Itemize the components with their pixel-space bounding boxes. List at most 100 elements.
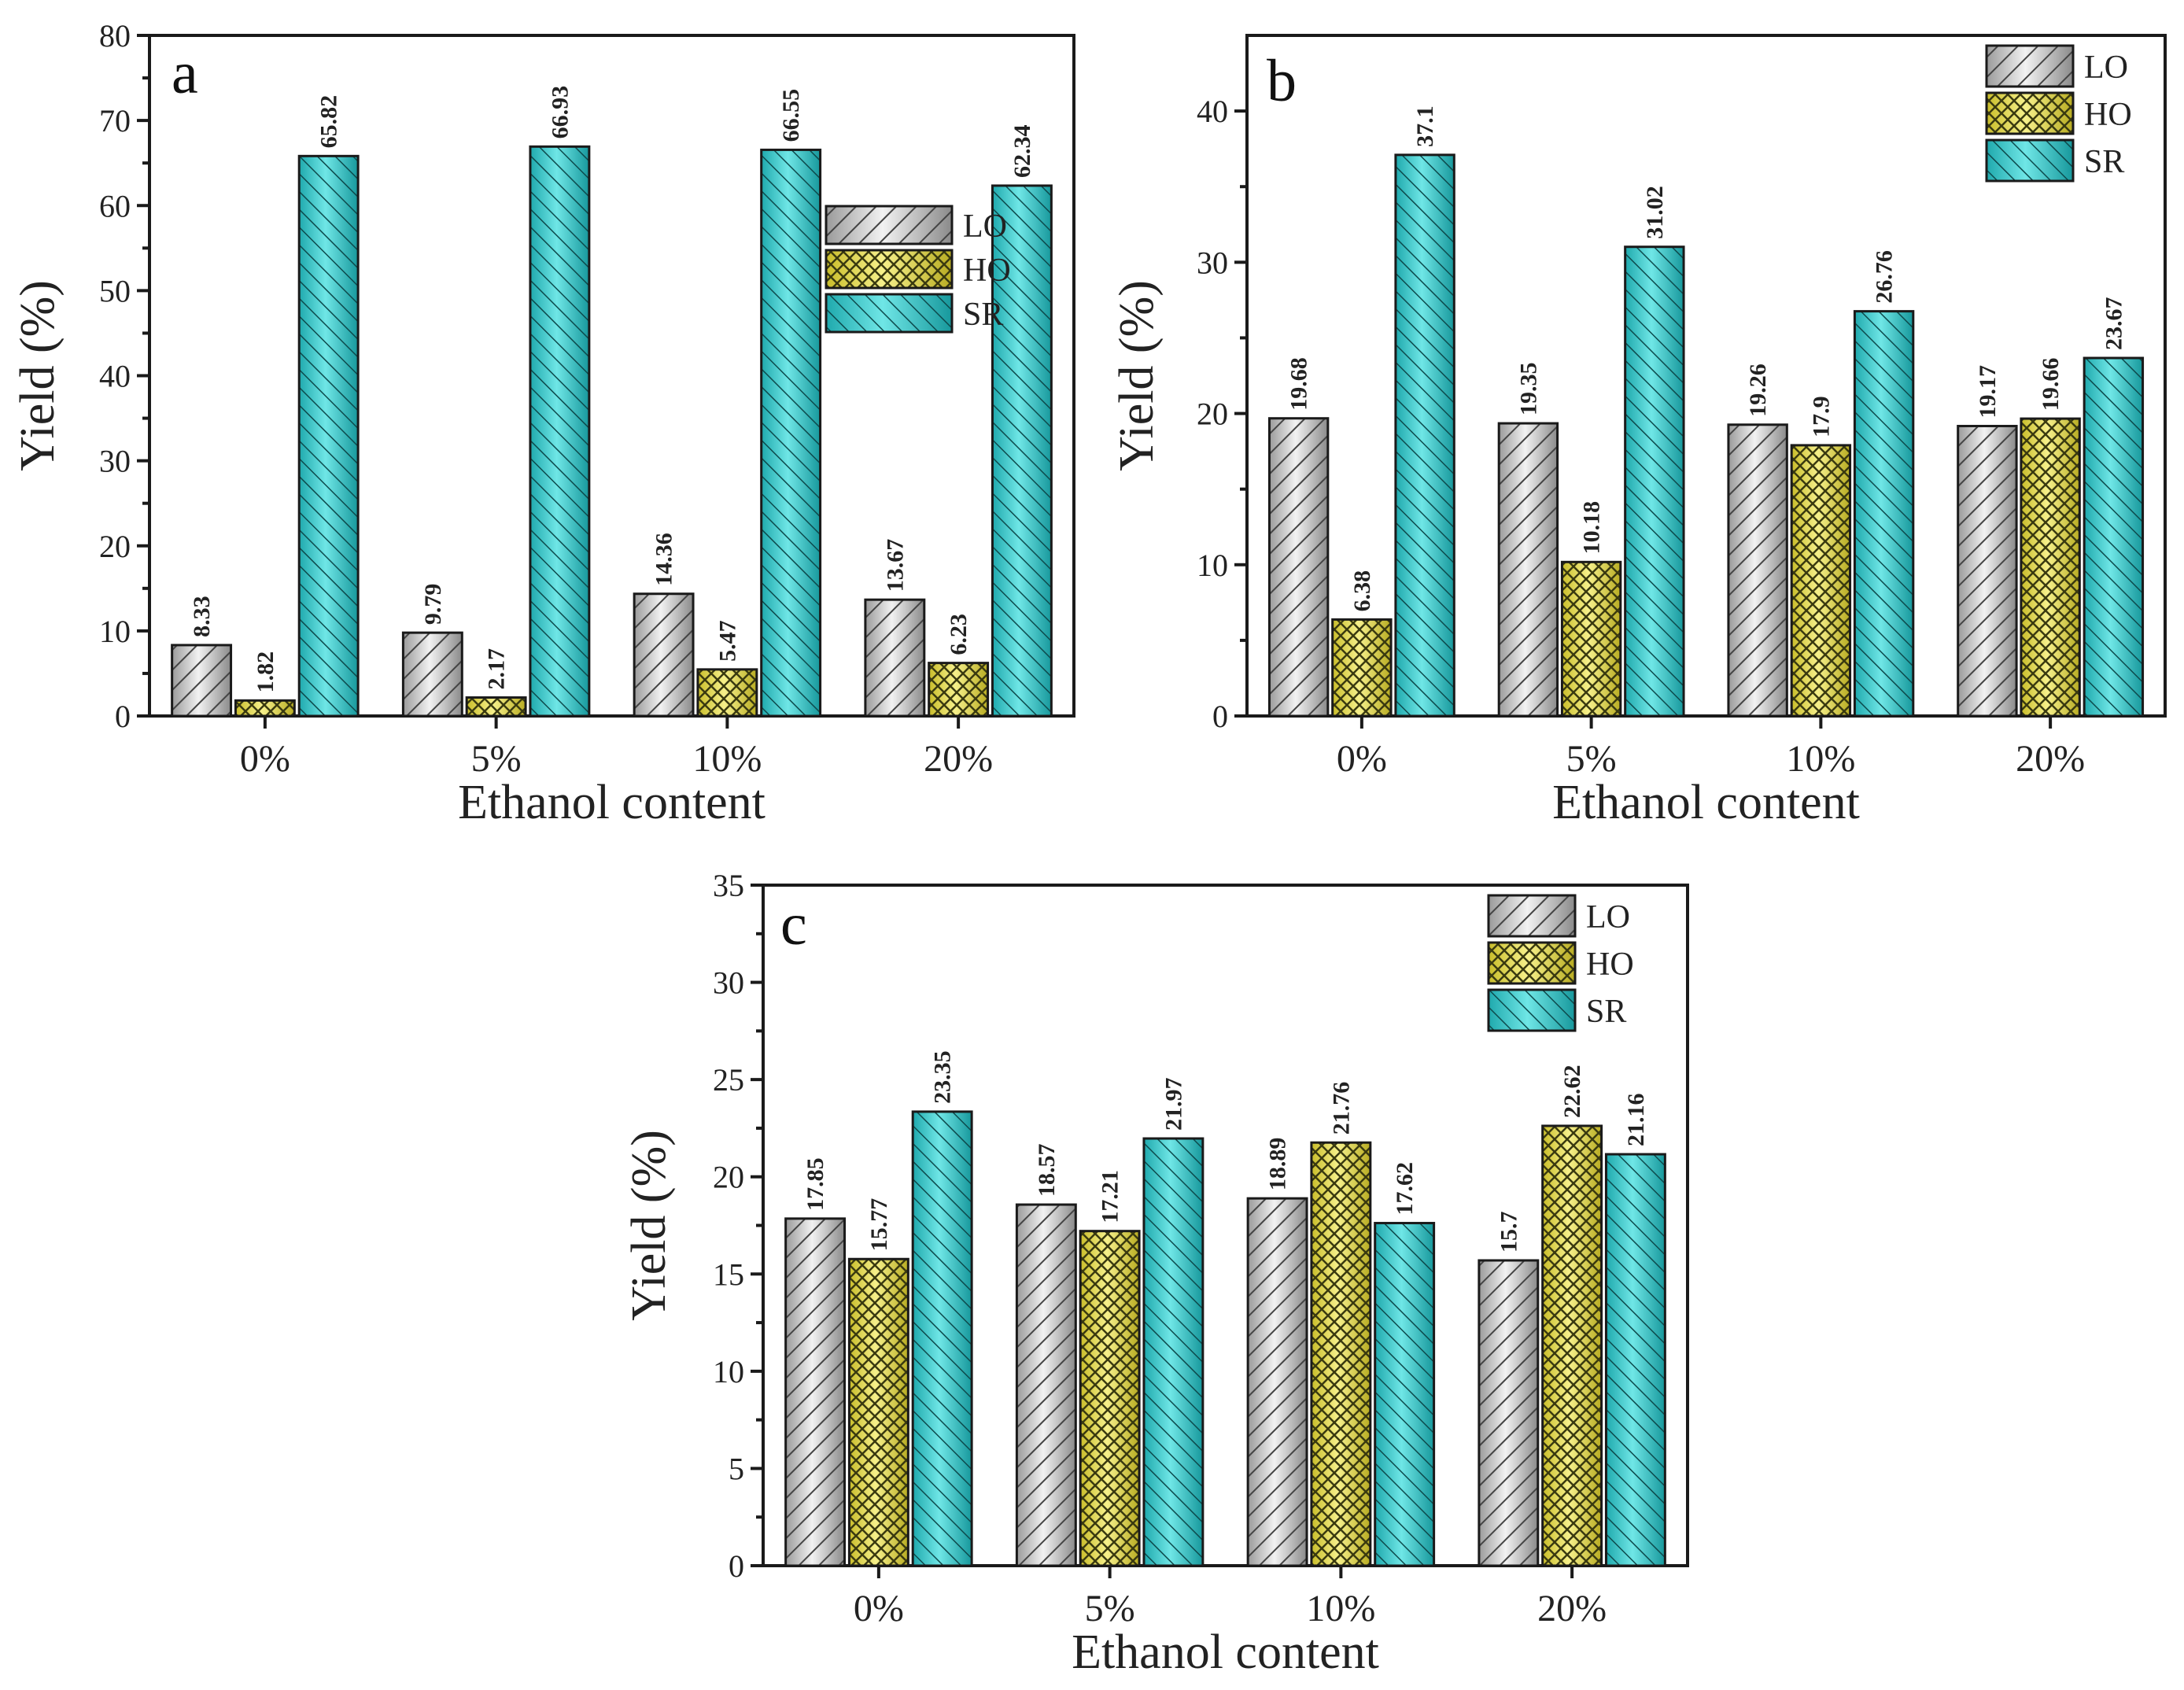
bar-ho-2: [696, 668, 758, 718]
bar-hatch: [2083, 356, 2145, 718]
data-label: 19.17: [1975, 365, 2001, 419]
legend-swatch: [825, 205, 954, 245]
y-tick-label: 10: [713, 1354, 744, 1389]
data-label: 18.89: [1265, 1138, 1291, 1191]
x-tick-label: 0%: [854, 1588, 904, 1629]
bar-lo-3: [1957, 425, 2018, 718]
bar-hatch: [784, 1217, 847, 1567]
y-tick-label: 0: [729, 1548, 744, 1584]
plot-frame: [1245, 34, 2167, 718]
data-label: 19.66: [2038, 358, 2064, 411]
bar-hatch: [297, 154, 360, 718]
x-tick-label: 0%: [240, 738, 290, 780]
x-tick-label: 5%: [1085, 1588, 1135, 1629]
legend-item-sr: SR: [1985, 138, 2124, 183]
legend-label: HO: [2084, 97, 2132, 133]
bar-hatch: [1310, 1141, 1372, 1567]
data-label: 21.16: [1623, 1094, 1649, 1147]
data-label: 8.33: [189, 596, 215, 637]
bar-ho-0: [1331, 618, 1393, 718]
data-label: 1.82: [253, 651, 279, 693]
bar-hatch: [991, 184, 1053, 718]
legend-swatch: [1487, 941, 1577, 985]
legend-swatch: [1985, 138, 2075, 183]
data-label: 15.77: [866, 1198, 892, 1252]
bar-lo-0: [1267, 417, 1330, 718]
data-label: 6.23: [946, 614, 972, 655]
bar-hatch: [1604, 1153, 1666, 1567]
bar-ho-0: [234, 699, 296, 718]
bar-hatch: [864, 598, 926, 718]
bar-ho-3: [2020, 417, 2081, 718]
y-tick-label: 10: [1197, 548, 1228, 583]
legend-item-lo: LO: [825, 205, 1007, 245]
data-label: 18.57: [1034, 1144, 1060, 1197]
bar-ho-0: [847, 1257, 909, 1567]
bar-sr-0: [911, 1110, 973, 1567]
y-tick-label: 20: [99, 529, 131, 564]
x-tick-label: 20%: [924, 738, 993, 780]
y-tick-label: 5: [729, 1451, 744, 1486]
bar-hatch: [760, 148, 822, 718]
bar-hatch: [928, 662, 990, 718]
bar-ho-3: [928, 662, 990, 718]
y-tick-label: 30: [1197, 245, 1228, 280]
data-label: 37.1: [1412, 105, 1438, 147]
y-tick-label: 40: [99, 359, 131, 394]
x-tick-label: 10%: [1306, 1588, 1375, 1629]
y-tick-label: 20: [1197, 397, 1228, 432]
legend: LO HO SR: [1985, 44, 2132, 183]
bar-hatch: [1374, 1222, 1436, 1567]
data-label: 19.26: [1745, 363, 1771, 417]
bar-lo-2: [1727, 423, 1788, 718]
bar-hatch: [1142, 1137, 1205, 1567]
bar-hatch: [1267, 417, 1330, 718]
y-tick-label: 80: [99, 18, 131, 54]
legend-swatch: [1985, 91, 2075, 135]
legend-label: HO: [963, 253, 1011, 289]
bar-sr-1: [1624, 245, 1685, 718]
bar-lo-1: [1015, 1203, 1077, 1567]
data-label: 26.76: [1872, 250, 1898, 304]
bar-sr-3: [1604, 1153, 1666, 1567]
y-tick-label: 25: [713, 1062, 744, 1098]
y-tick-label: 30: [99, 444, 131, 479]
bar-ho-2: [1310, 1141, 1372, 1567]
bar-hatch: [1015, 1203, 1077, 1567]
bar-hatch: [1331, 618, 1393, 718]
bar-sr-3: [2083, 356, 2145, 718]
legend-swatch: [825, 249, 954, 290]
legend-item-ho: HO: [825, 249, 1011, 290]
bar-lo-1: [1497, 422, 1559, 718]
bar-sr-0: [297, 154, 360, 718]
bar-hatch: [171, 644, 233, 718]
panel-letter: a: [172, 40, 198, 106]
legend-label: SR: [963, 297, 1003, 333]
y-tick-label: 30: [713, 965, 744, 1001]
y-tick-label: 60: [99, 188, 131, 223]
bar-sr-0: [1394, 153, 1455, 718]
data-label: 15.7: [1496, 1211, 1522, 1253]
legend-item-lo: LO: [1985, 44, 2128, 88]
bar-hatch: [1246, 1197, 1308, 1567]
bar-hatch: [234, 699, 296, 718]
legend-label: SR: [2084, 144, 2124, 180]
bar-hatch: [1727, 423, 1788, 718]
bar-lo-0: [784, 1217, 847, 1567]
legend-item-lo: LO: [1487, 894, 1630, 938]
bar-hatch: [1853, 310, 1915, 718]
bar-hatch: [633, 592, 695, 718]
bar-lo-2: [1246, 1197, 1308, 1567]
panel-c: 0 5 10 15 20 25 30 35 0% 17.85 15.77 23.35 5% 18.57 17…: [622, 868, 1689, 1679]
bar-ho-1: [465, 696, 527, 718]
legend-swatch: [1487, 894, 1577, 938]
data-label: 19.68: [1286, 357, 1312, 411]
data-label: 14.36: [651, 533, 677, 586]
data-label: 23.35: [930, 1050, 956, 1104]
data-label: 66.55: [778, 89, 804, 142]
bar-sr-2: [760, 148, 822, 718]
y-tick-label: 0: [1212, 699, 1228, 734]
data-label: 13.67: [882, 539, 908, 592]
data-label: 23.67: [2101, 297, 2127, 351]
